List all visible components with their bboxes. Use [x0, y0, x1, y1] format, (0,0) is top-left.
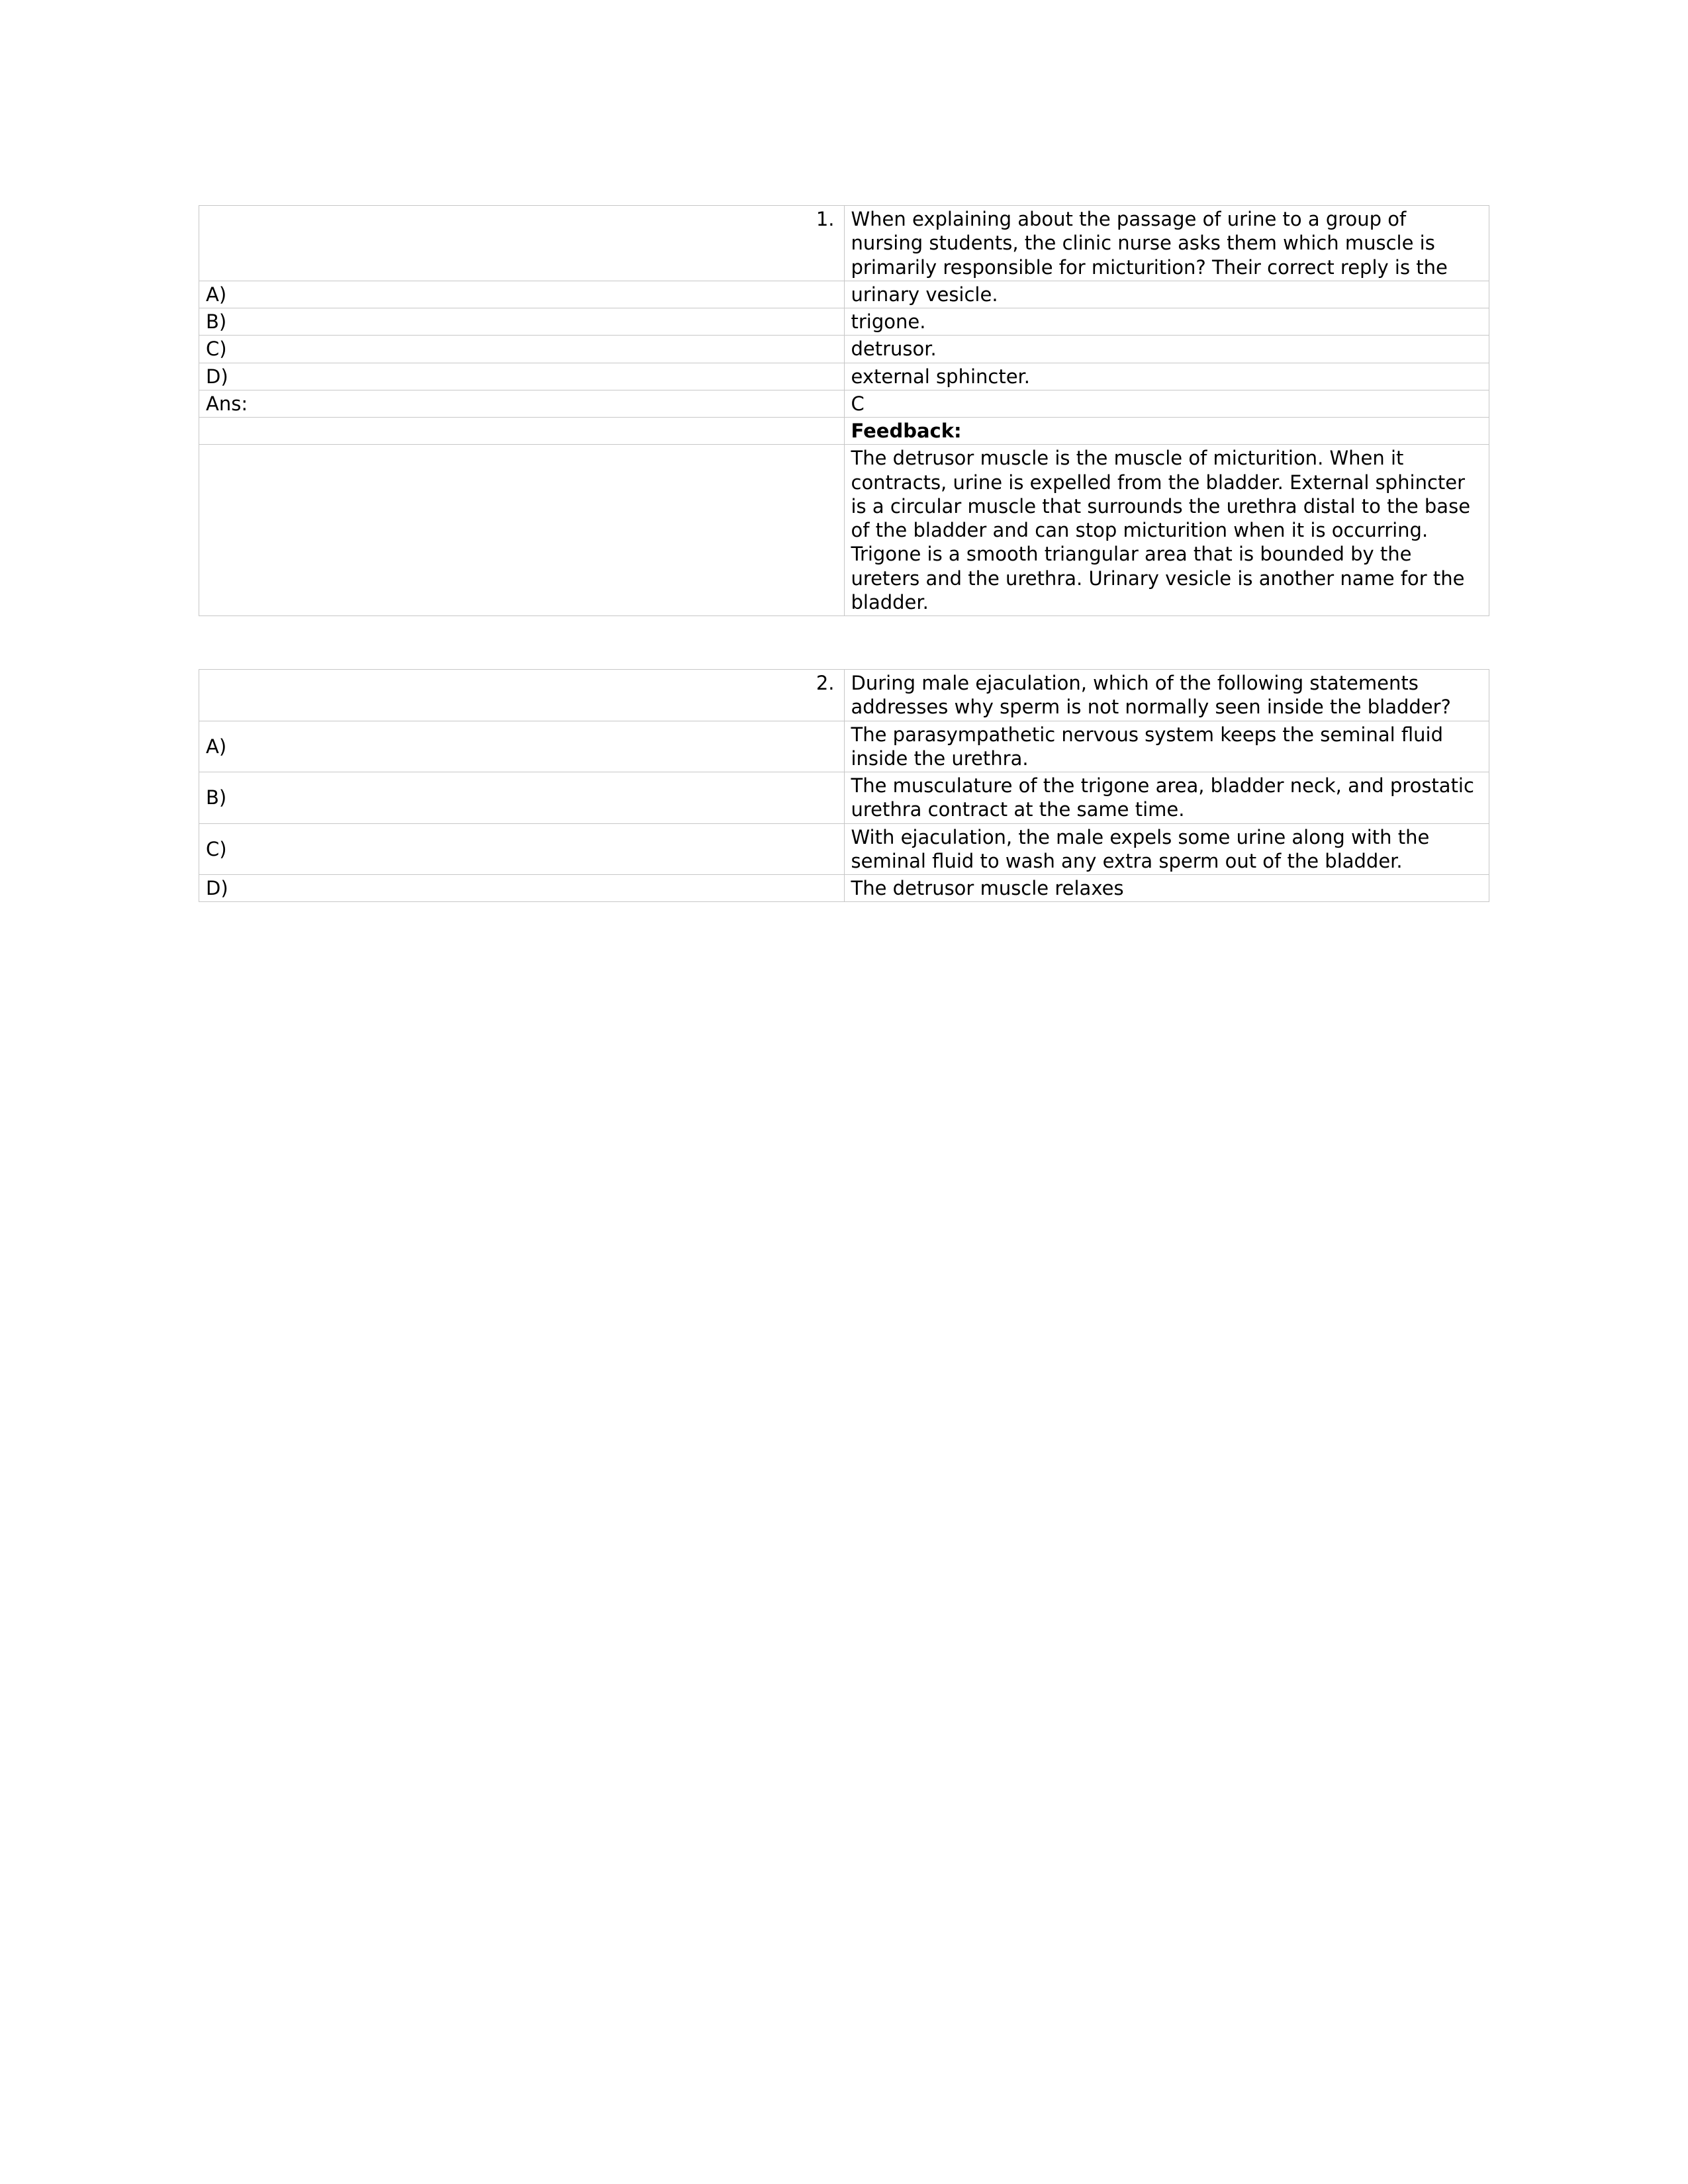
option-row: C) With ejaculation, the male expels som…: [199, 823, 1489, 875]
option-label: A): [199, 721, 845, 772]
feedback-label-row: Feedback:: [199, 418, 1489, 445]
option-label: B): [199, 772, 845, 824]
stem-row: 1. When explaining about the passage of …: [199, 206, 1489, 281]
question-table-2: 2. During male ejaculation, which of the…: [199, 669, 1489, 902]
option-row: D) The detrusor muscle relaxes: [199, 875, 1489, 902]
option-text: detrusor.: [844, 336, 1489, 363]
option-row: D) external sphincter.: [199, 363, 1489, 390]
option-label: C): [199, 823, 845, 875]
option-row: B) trigone.: [199, 308, 1489, 336]
question-number: 2.: [816, 672, 835, 694]
question-number: 1.: [816, 208, 835, 230]
option-label: D): [199, 875, 845, 902]
feedback-text: The detrusor muscle is the muscle of mic…: [844, 445, 1489, 616]
option-text: external sphincter.: [844, 363, 1489, 390]
option-row: B) The musculature of the trigone area, …: [199, 772, 1489, 824]
option-row: A) urinary vesicle.: [199, 281, 1489, 308]
empty-cell: [199, 418, 845, 445]
option-text: urinary vesicle.: [844, 281, 1489, 308]
option-label: D): [199, 363, 845, 390]
question-stem: When explaining about the passage of uri…: [844, 206, 1489, 281]
option-row: A) The parasympathetic nervous system ke…: [199, 721, 1489, 772]
option-row: C) detrusor.: [199, 336, 1489, 363]
option-label: B): [199, 308, 845, 336]
option-text: The parasympathetic nervous system keeps…: [844, 721, 1489, 772]
answer-label: Ans:: [199, 390, 845, 417]
question-stem: During male ejaculation, which of the fo…: [844, 670, 1489, 721]
option-text: With ejaculation, the male expels some u…: [844, 823, 1489, 875]
question-number-cell: 1.: [199, 206, 845, 281]
stem-row: 2. During male ejaculation, which of the…: [199, 670, 1489, 721]
empty-cell: [199, 445, 845, 616]
question-table-1: 1. When explaining about the passage of …: [199, 205, 1489, 616]
option-label: A): [199, 281, 845, 308]
option-text: The musculature of the trigone area, bla…: [844, 772, 1489, 824]
answer-value: C: [844, 390, 1489, 417]
question-number-cell: 2.: [199, 670, 845, 721]
option-label: C): [199, 336, 845, 363]
option-text: The detrusor muscle relaxes: [844, 875, 1489, 902]
answer-row: Ans: C: [199, 390, 1489, 417]
feedback-label: Feedback:: [844, 418, 1489, 445]
option-text: trigone.: [844, 308, 1489, 336]
feedback-row: The detrusor muscle is the muscle of mic…: [199, 445, 1489, 616]
